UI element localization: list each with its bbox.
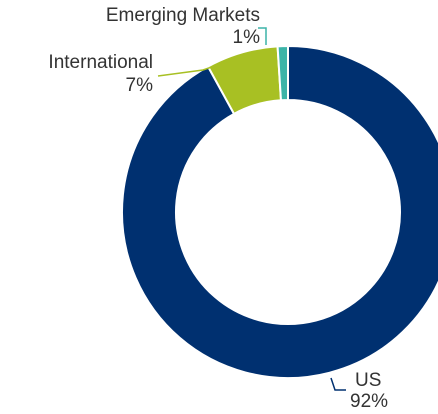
slice-label: US <box>355 370 381 391</box>
leader-line <box>258 27 267 45</box>
donut-slice <box>121 44 438 379</box>
leader-line <box>157 59 233 77</box>
slice-value: 1% <box>233 27 261 48</box>
slice-label: Emerging Markets <box>106 5 260 26</box>
leader-line <box>330 377 346 391</box>
slice-value: 7% <box>126 75 154 96</box>
donut-slice <box>276 44 289 102</box>
donut <box>121 44 438 379</box>
slice-label: International <box>48 52 153 73</box>
slice-value: 92% <box>350 391 388 412</box>
